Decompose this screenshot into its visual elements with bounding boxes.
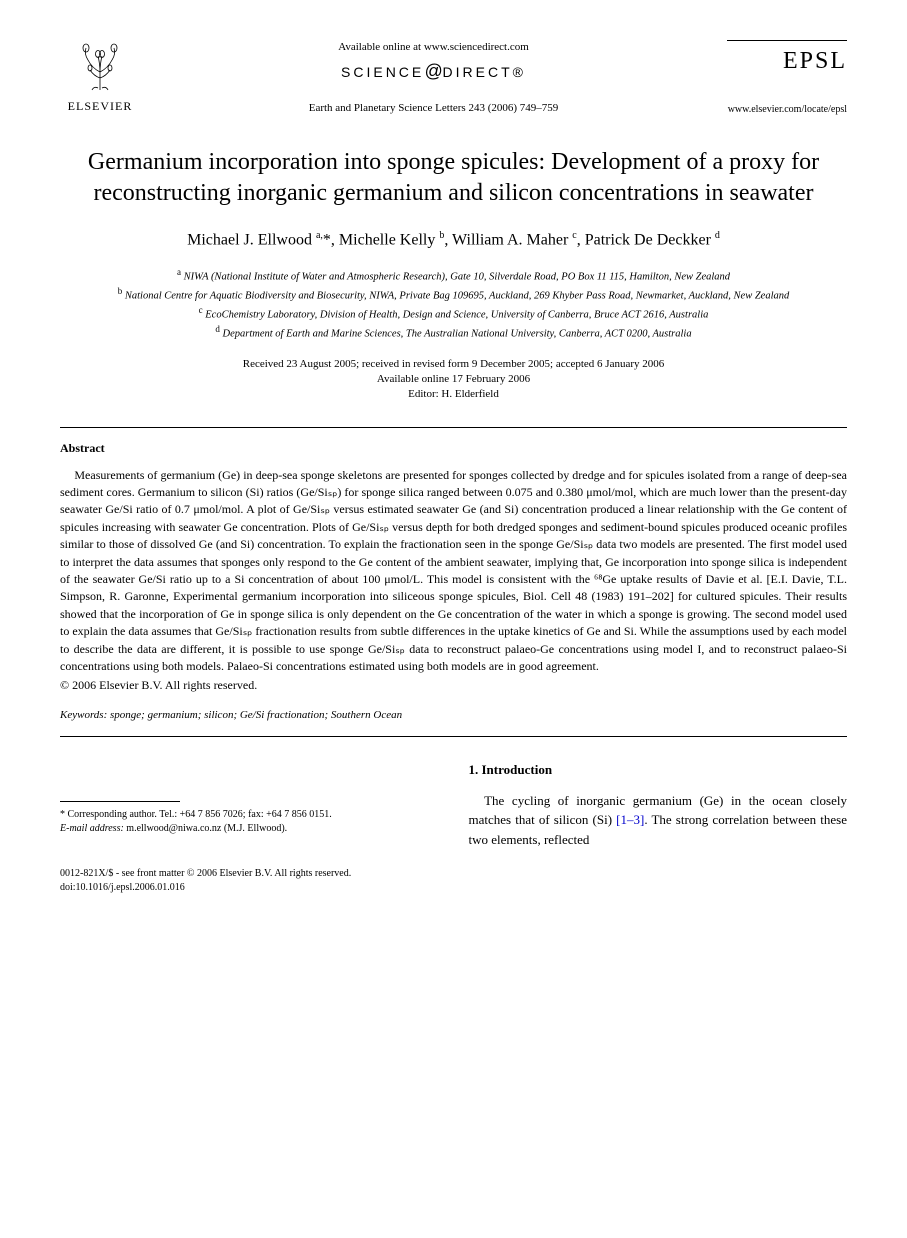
affiliation-c: c EcoChemistry Laboratory, Division of H… — [80, 304, 827, 323]
page-header: ELSEVIER Available online at www.science… — [60, 40, 847, 117]
keywords-text: sponge; germanium; silicon; Ge/Si fracti… — [107, 709, 402, 721]
affiliation-b-text: National Centre for Aquatic Biodiversity… — [125, 290, 789, 301]
left-column: * Corresponding author. Tel.: +64 7 856 … — [60, 761, 439, 850]
abstract-body: Measurements of germanium (Ge) in deep-s… — [60, 467, 847, 676]
two-column-region: * Corresponding author. Tel.: +64 7 856 … — [60, 761, 847, 850]
abstract-copyright: © 2006 Elsevier B.V. All rights reserved… — [60, 677, 847, 694]
email-label: E-mail address: — [60, 823, 124, 834]
corresponding-line: * Corresponding author. Tel.: +64 7 856 … — [60, 808, 439, 822]
footer-line2: doi:10.1016/j.epsl.2006.01.016 — [60, 881, 847, 895]
sciencedirect-at-icon: @ — [424, 61, 442, 81]
keywords-label: Keywords: — [60, 709, 107, 721]
affiliation-c-text: EcoChemistry Laboratory, Division of Hea… — [205, 310, 708, 321]
affiliation-d-text: Department of Earth and Marine Sciences,… — [223, 329, 692, 340]
footer-line1: 0012-821X/$ - see front matter © 2006 El… — [60, 867, 847, 881]
available-online-text: Available online at www.sciencedirect.co… — [160, 40, 707, 55]
sciencedirect-post: DIRECT® — [443, 64, 526, 80]
footnote-divider — [60, 801, 180, 802]
publisher-name: ELSEVIER — [60, 98, 140, 115]
affiliation-b: b National Centre for Aquatic Biodiversi… — [80, 285, 827, 304]
editor-line: Editor: H. Elderfield — [60, 387, 847, 402]
divider — [60, 427, 847, 428]
journal-abbrev: EPSL — [727, 40, 847, 79]
journal-logo-block: EPSL www.elsevier.com/locate/epsl — [727, 40, 847, 117]
received-date: Received 23 August 2005; received in rev… — [60, 357, 847, 372]
introduction-heading: 1. Introduction — [469, 761, 848, 779]
corresponding-email-line: E-mail address: m.ellwood@niwa.co.nz (M.… — [60, 822, 439, 836]
journal-reference: Earth and Planetary Science Letters 243 … — [160, 101, 707, 116]
publisher-logo: ELSEVIER — [60, 40, 140, 115]
divider — [60, 736, 847, 737]
affiliations-block: a NIWA (National Institute of Water and … — [60, 266, 847, 343]
introduction-body: The cycling of inorganic germanium (Ge) … — [469, 791, 848, 850]
keywords-line: Keywords: sponge; germanium; silicon; Ge… — [60, 708, 847, 723]
affiliation-a: a NIWA (National Institute of Water and … — [80, 266, 827, 285]
corresponding-author-footnote: * Corresponding author. Tel.: +64 7 856 … — [60, 808, 439, 836]
page-footer: 0012-821X/$ - see front matter © 2006 El… — [60, 867, 847, 895]
email-address: m.ellwood@niwa.co.nz (M.J. Ellwood). — [124, 823, 287, 834]
article-title: Germanium incorporation into sponge spic… — [80, 147, 827, 209]
sciencedirect-pre: SCIENCE — [341, 64, 424, 80]
online-date: Available online 17 February 2006 — [60, 372, 847, 387]
header-center: Available online at www.sciencedirect.co… — [140, 40, 727, 116]
affiliation-a-text: NIWA (National Institute of Water and At… — [184, 271, 730, 282]
citation-link[interactable]: [1–3] — [616, 812, 644, 827]
abstract-heading: Abstract — [60, 440, 847, 457]
authors-line: Michael J. Ellwood a,*, Michelle Kelly b… — [60, 229, 847, 252]
right-column: 1. Introduction The cycling of inorganic… — [469, 761, 848, 850]
sciencedirect-logo: SCIENCE@DIRECT® — [160, 59, 707, 84]
affiliation-d: d Department of Earth and Marine Science… — [80, 323, 827, 342]
article-dates: Received 23 August 2005; received in rev… — [60, 357, 847, 403]
elsevier-tree-icon — [60, 40, 140, 98]
journal-url: www.elsevier.com/locate/epsl — [727, 103, 847, 117]
